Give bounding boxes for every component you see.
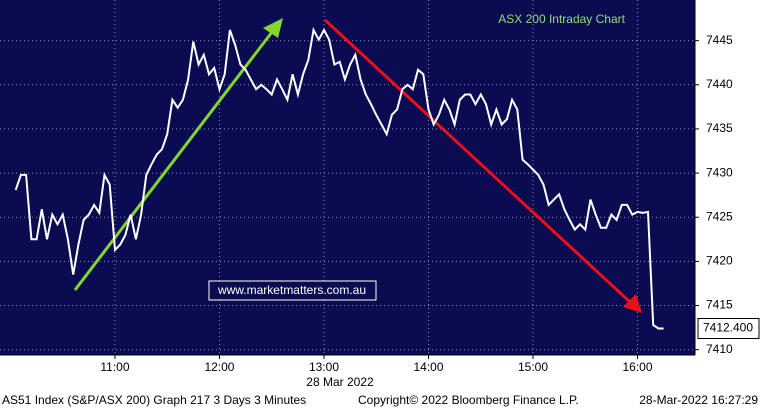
x-tick-label: 14:00 [413,360,443,374]
y-tick-label: 7440 [706,77,733,91]
footer-right: 28-Mar-2022 16:27:29 [639,393,758,407]
y-tick-label: 7425 [706,209,733,223]
x-tick-label: 15:00 [518,360,548,374]
x-tick-label: 13:00 [309,360,339,374]
y-tick-label: 7430 [706,165,733,179]
arrowhead-down [623,294,642,313]
last-price-box [697,318,760,340]
trend-arrow-up [73,31,274,291]
y-tick-label: 7420 [706,254,733,268]
chart-title: ASX 200 Intraday Chart [498,12,625,26]
last-price-label: 7412.400 [703,321,753,335]
trend-arrow-down [323,18,632,304]
footer-left: AS51 Index (S&P/ASX 200) Graph 217 3 Day… [2,393,306,407]
x-tick-label: 12:00 [204,360,234,374]
x-tick-label: 16:00 [623,360,653,374]
y-tick-label: 7410 [706,342,733,356]
arrowhead-up [263,18,283,38]
y-tick-label: 7415 [706,298,733,312]
x-tick-label: 11:00 [100,360,129,374]
price-line [14,27,664,330]
y-tick-label: 7435 [706,121,733,135]
watermark: www.marketmatters.com.au [217,283,366,297]
date-label: 28 Mar 2022 [306,375,374,389]
watermark-box [208,280,377,301]
y-tick-label: 7445 [706,33,733,47]
footer-center: Copyright© 2022 Bloomberg Finance L.P. [358,393,579,407]
